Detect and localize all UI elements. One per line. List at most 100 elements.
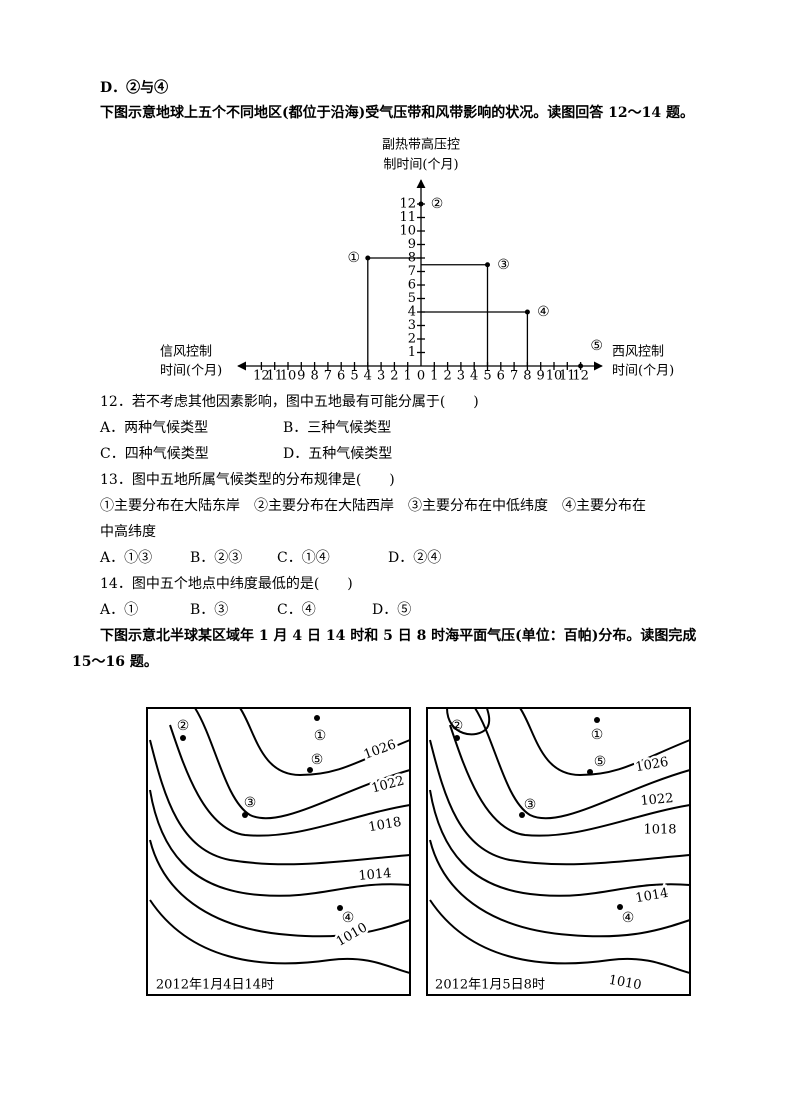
tick-label: 12 [253, 369, 270, 384]
option: B．③ [190, 602, 228, 618]
location-dot [519, 812, 525, 818]
tick-label: 1 [408, 345, 416, 360]
tick-label: 9 [297, 369, 305, 384]
tick-label: 2 [390, 369, 398, 384]
location-label: ① [314, 728, 327, 744]
tick-label: 4 [408, 305, 416, 320]
pressure-map: ① ② ③ ④ ⑤ 1026 1022 1018 1014 1010 2012年1月5日8时 [426, 707, 691, 996]
tick-label: 11 [559, 369, 576, 384]
tick-label: 3 [408, 318, 416, 333]
location-label: ② [451, 718, 464, 734]
tick-label: 2 [443, 369, 451, 384]
tick-label: 10 [399, 224, 416, 239]
location-label: ④ [622, 910, 635, 926]
tick-label: 5 [408, 291, 416, 306]
tick-label: 10 [546, 369, 563, 384]
option: C．①④ [277, 550, 330, 566]
isobar-label: 1010 [607, 973, 642, 994]
option: D．⑤ [372, 602, 411, 618]
isobar-label: 1026 [634, 755, 669, 776]
isobar [429, 899, 691, 974]
map-frame [426, 707, 691, 996]
tick-label: 2 [408, 332, 416, 347]
tick-label: 3 [457, 369, 465, 384]
axis-title: 时间(个月) [160, 364, 222, 379]
isobar-label: 1026 [362, 737, 398, 762]
location-label: ③ [244, 795, 257, 811]
isobar [239, 707, 411, 777]
map-caption: 2012年1月4日14时 [156, 978, 274, 993]
isobar [429, 839, 691, 938]
isobar-label: 1022 [370, 773, 406, 796]
location-label: ② [177, 718, 190, 734]
point-label: ② [431, 196, 444, 212]
tick-label: 7 [510, 369, 518, 384]
location-dot [594, 717, 600, 723]
tick-label: 10 [280, 369, 297, 384]
tick-label: 6 [337, 369, 345, 384]
axis-title: 副热带高压控 [382, 137, 460, 153]
question-stem: 14．图中五个地点中纬度最低的是( ) [100, 576, 353, 592]
option: C．④ [277, 602, 316, 618]
tick-label: 0 [417, 369, 425, 384]
tick-label: 1 [404, 369, 412, 384]
location-dot [617, 904, 623, 910]
isobar [446, 707, 491, 736]
isobar [149, 789, 411, 897]
location-dot [180, 735, 186, 741]
question-stem: 13．图中五地所属气候类型的分布规律是( ) [100, 472, 395, 488]
map-frame [146, 707, 411, 996]
location-label: ① [591, 727, 604, 743]
location-label: ⑤ [594, 754, 607, 770]
location-dot [314, 715, 320, 721]
option: D．五种气候类型 [283, 446, 392, 462]
location-dot [337, 905, 343, 911]
isobar [429, 739, 691, 866]
tick-label: 8 [523, 369, 531, 384]
isobar [169, 724, 411, 837]
point-label: ⑤ [590, 338, 603, 354]
tick-label: 3 [377, 369, 385, 384]
tick-label: 11 [266, 369, 283, 384]
isobar-label: 1018 [643, 823, 676, 838]
location-label: ⑤ [311, 752, 324, 768]
axis-title: 西风控制 [612, 345, 664, 360]
isobar [474, 707, 691, 820]
question-stem: 12．若不考虑其他因素影响，图中五地最有可能分属于( ) [100, 394, 479, 410]
point-label: ③ [497, 257, 510, 273]
location-dot [242, 812, 248, 818]
isobar [194, 707, 411, 820]
option: D．②与④ [100, 79, 168, 96]
tick-label: 1 [430, 369, 438, 384]
location-dot [307, 767, 313, 773]
isobar [519, 707, 691, 777]
option: A．①③ [99, 550, 152, 566]
data-point [485, 262, 490, 268]
tick-label: 6 [408, 278, 416, 293]
tick-label: 5 [483, 369, 491, 384]
location-label: ④ [342, 910, 355, 926]
map-caption: 2012年1月5日8时 [435, 978, 545, 993]
location-dot [454, 735, 460, 741]
option: A．① [99, 602, 138, 618]
tick-label: 8 [310, 369, 318, 384]
tick-label: 6 [497, 369, 505, 384]
statement: 中高纬度 [100, 523, 156, 540]
tick-label: 4 [470, 369, 478, 384]
isobar-label: 1018 [367, 815, 402, 836]
axis-title: 制时间(个月) [383, 158, 458, 173]
data-point [524, 309, 530, 315]
location-label: ③ [524, 797, 537, 813]
location-dot [587, 769, 593, 775]
point-label: ④ [537, 304, 550, 320]
option: B．②③ [190, 550, 242, 566]
tick-label: 12 [399, 197, 416, 212]
tick-label: 12 [572, 369, 589, 384]
data-point [418, 201, 424, 207]
isobar [449, 724, 691, 837]
isobar [149, 739, 411, 866]
isobar [149, 839, 411, 938]
intro: 下图示意北半球某区域年 1 月 4 日 14 时和 5 日 8 时海平面气压(单… [100, 627, 696, 644]
